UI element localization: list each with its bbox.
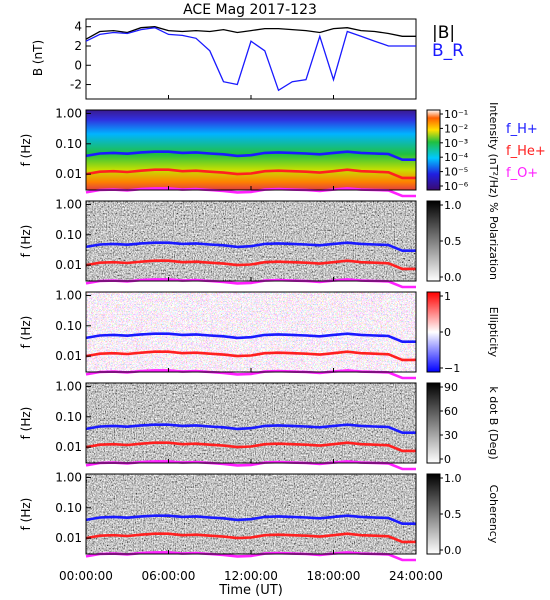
spectral-panels: 1.000.100.01f (Hz)10⁻¹10⁻²10⁻³10⁻⁴10⁻⁵10… bbox=[19, 102, 500, 562]
ylabel: f (Hz) bbox=[19, 225, 33, 258]
ytick-label: 0.10 bbox=[55, 501, 82, 515]
b-ytick-label: 2 bbox=[74, 39, 82, 53]
ytick-label: 0.10 bbox=[55, 228, 82, 242]
colorbar bbox=[426, 473, 441, 555]
colorbar-label: % Polarization bbox=[487, 202, 500, 280]
series-line-B-magnitude bbox=[85, 26, 416, 40]
b-ytick-label: 0 bbox=[74, 58, 82, 72]
colorbar-tick-label: 1 bbox=[444, 290, 451, 303]
colorbar-tick-label: 10⁻⁵ bbox=[444, 166, 468, 179]
heatmap-psd bbox=[86, 110, 416, 190]
colorbar-tick-label: 90 bbox=[444, 381, 458, 394]
gyro-line-H bbox=[85, 332, 416, 344]
colorbar-tick-label: 0.0 bbox=[444, 271, 462, 284]
ytick-label: 0.01 bbox=[55, 531, 82, 545]
ylabel: f (Hz) bbox=[19, 498, 33, 531]
b-ytick-label: -2 bbox=[70, 78, 82, 92]
colorbar bbox=[426, 200, 441, 282]
panel-ellipticity: 1.00 0.10 0.01 f (Hz) 1 0 −1 Ellipticity bbox=[19, 288, 500, 380]
ytick-label: 1.00 bbox=[55, 470, 82, 484]
panel-polarization: 1.00 0.10 0.01 f (Hz) 1.0 0.5 0.0 % Polarizatio… bbox=[19, 197, 500, 289]
ytick-label: 1.00 bbox=[55, 197, 82, 211]
chart-title: ACE Mag 2017-123 bbox=[183, 2, 317, 18]
ylabel: f (Hz) bbox=[19, 316, 33, 349]
ylabel: f (Hz) bbox=[19, 134, 33, 167]
panel-k-dot-b: 1.00 0.10 0.01 f (Hz) 90 60 30 0 k dot B (Deg) bbox=[19, 379, 500, 471]
gyro-legend: f_H+ f_He+ f_O+ bbox=[506, 122, 546, 181]
b-ylabel: B (nT) bbox=[31, 40, 45, 76]
colorbar bbox=[426, 109, 441, 191]
xtick-label: 24:00:00 bbox=[389, 569, 443, 583]
colorbar-tick-label: 30 bbox=[444, 429, 458, 442]
ylabel: f (Hz) bbox=[19, 407, 33, 440]
colorbar-tick-label: 10⁻² bbox=[444, 122, 468, 135]
legend-f-He: f_He+ bbox=[506, 144, 546, 159]
ytick-label: 0.10 bbox=[55, 319, 82, 333]
ytick-label: 1.00 bbox=[55, 106, 82, 120]
legend-f-O: f_O+ bbox=[506, 166, 538, 181]
heatmap-ellipticity bbox=[86, 292, 416, 372]
colorbar bbox=[426, 382, 441, 464]
ytick-label: 0.01 bbox=[55, 440, 82, 454]
heatmap-polarization bbox=[86, 201, 416, 281]
colorbar-tick-label: 1.0 bbox=[444, 472, 462, 485]
heatmap-coherency bbox=[86, 474, 416, 554]
colorbar-tick-label: −1 bbox=[444, 362, 460, 375]
colorbar-tick-label: 10⁻¹ bbox=[444, 108, 468, 121]
colorbar-tick-label: 0.5 bbox=[444, 235, 462, 248]
x-axis-ticks: 00:00:00 06:00:00 12:00:00 18:00:00 24:00:00 bbox=[59, 95, 443, 583]
gyro-line-He bbox=[85, 168, 416, 180]
gyro-line-H bbox=[85, 514, 416, 526]
colorbar-tick-label: 0.5 bbox=[444, 508, 462, 521]
xtick-label: 06:00:00 bbox=[142, 569, 196, 583]
legend-f-H: f_H+ bbox=[506, 122, 538, 137]
colorbar-tick-label: 1.0 bbox=[444, 199, 462, 212]
x-axis-label: Time (UT) bbox=[218, 583, 283, 598]
b-ytick-label: 4 bbox=[74, 20, 82, 34]
colorbar-tick-label: 0 bbox=[444, 453, 451, 466]
ytick-label: 0.01 bbox=[55, 167, 82, 181]
panel-coherency: 1.00 0.10 0.01 f (Hz) 1.0 0.5 0.0 Coherency bbox=[19, 470, 500, 562]
gyro-line-He bbox=[85, 350, 416, 362]
legend-B-magnitude: |B| bbox=[432, 23, 455, 43]
series-line-B-R bbox=[85, 27, 416, 92]
colorbar-label: k dot B (Deg) bbox=[487, 386, 500, 459]
ytick-label: 1.00 bbox=[55, 288, 82, 302]
gyro-line-He bbox=[85, 532, 416, 544]
b-y-ticks: -2 0 2 4 bbox=[70, 20, 91, 92]
ytick-label: 0.10 bbox=[55, 137, 82, 151]
legend-B-R: B_R bbox=[432, 41, 464, 61]
gyro-line-He bbox=[85, 259, 416, 271]
xtick-label: 18:00:00 bbox=[307, 569, 361, 583]
xtick-label: 00:00:00 bbox=[59, 569, 113, 583]
heatmap-k-dot-b bbox=[86, 383, 416, 463]
colorbar-tick-label: 10⁻⁴ bbox=[444, 151, 469, 164]
colorbar-label: Ellipticity bbox=[487, 307, 500, 358]
panel-psd: 1.00 0.10 0.01 f (Hz) 10⁻¹10⁻² 10⁻³10⁻⁴ 10⁻⁵10… bbox=[19, 102, 500, 198]
colorbar bbox=[426, 291, 441, 373]
ytick-label: 0.01 bbox=[55, 349, 82, 363]
colorbar-tick-label: 0.0 bbox=[444, 544, 462, 557]
plot-frame-b bbox=[85, 18, 417, 100]
gyro-line-He bbox=[85, 441, 416, 453]
gyro-line-H bbox=[85, 241, 416, 252]
gyro-line-H bbox=[85, 150, 416, 161]
colorbar-tick-label: 60 bbox=[444, 405, 458, 418]
b-series-group bbox=[85, 26, 416, 92]
colorbar-label: Coherency bbox=[487, 485, 500, 544]
ytick-label: 0.01 bbox=[55, 258, 82, 272]
xtick-label: 12:00:00 bbox=[224, 569, 278, 583]
colorbar-tick-label: 0 bbox=[444, 326, 451, 339]
ytick-label: 0.10 bbox=[55, 410, 82, 424]
colorbar-label: Intensity (nT²/Hz) bbox=[487, 102, 500, 198]
gyro-line-H bbox=[85, 423, 416, 435]
ytick-label: 1.00 bbox=[55, 379, 82, 393]
colorbar-tick-label: 10⁻³ bbox=[444, 137, 468, 150]
colorbar-tick-label: 10⁻⁶ bbox=[444, 180, 469, 193]
panel-magnetic-field: -2 0 2 4 B (nT) |B| B_R bbox=[31, 18, 464, 100]
